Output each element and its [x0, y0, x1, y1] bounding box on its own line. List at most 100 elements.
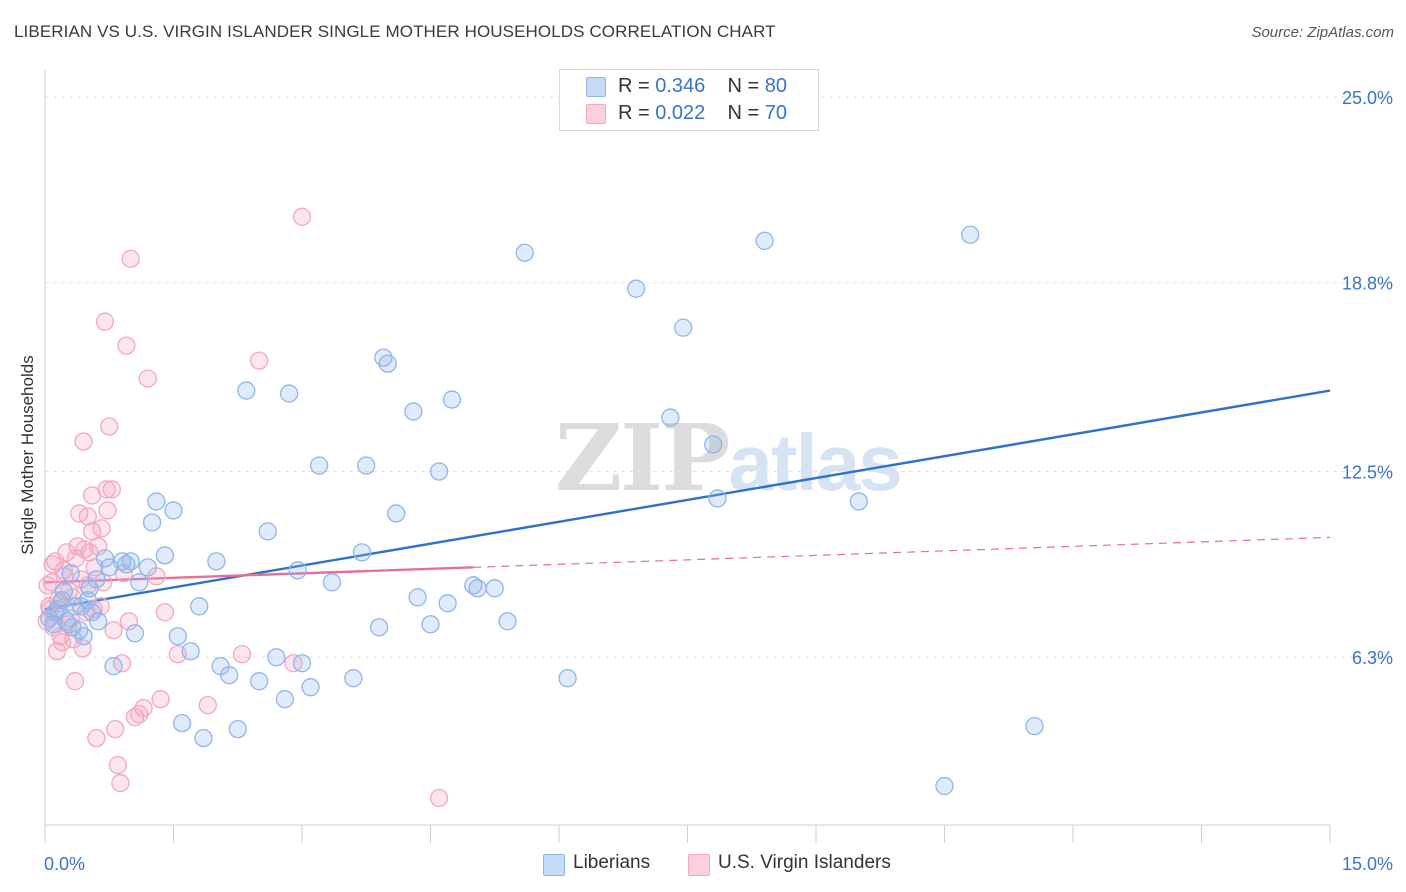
virgin-islander-point	[102, 480, 121, 499]
liberian-point	[54, 582, 73, 601]
y-axis-title: Single Mother Households	[18, 355, 37, 555]
virgin-islander-trend-extension	[473, 536, 1331, 568]
liberian-point	[674, 318, 693, 337]
virgin-islander-point	[87, 728, 106, 748]
liberian-point	[228, 719, 247, 739]
liberian-point	[558, 669, 577, 688]
liberian-point	[125, 624, 145, 643]
bottom-legend-label: U.S. Virgin Islanders	[718, 852, 891, 873]
x-tick-label-min: 0.0%	[44, 854, 85, 874]
y-tick-label: 6.3%	[1352, 648, 1393, 668]
bottom-legend-swatch-virgin-islanders	[688, 854, 710, 876]
liberian-point	[661, 408, 680, 427]
legend-n-label: N =	[727, 102, 765, 124]
legend-swatch-liberians	[586, 77, 606, 97]
liberian-point	[708, 489, 727, 508]
legend-n-value: 80	[764, 75, 788, 97]
liberian-point	[288, 561, 307, 580]
liberian-point	[1025, 716, 1044, 736]
liberian-point	[168, 627, 187, 646]
liberian-point	[46, 603, 65, 622]
liberian-point	[279, 384, 299, 403]
liberian-point	[485, 579, 504, 598]
y-tick-label: 18.8%	[1342, 274, 1393, 294]
liberian-point	[194, 728, 213, 748]
virgin-islander-point	[134, 699, 153, 718]
liberian-point	[935, 776, 954, 796]
liberian-point	[117, 555, 136, 574]
liberian-point	[357, 456, 376, 475]
data-points	[37, 207, 1044, 808]
liberian-point	[104, 657, 123, 676]
virgin-islander-point	[198, 696, 217, 715]
liberian-point	[147, 492, 166, 511]
trend-lines	[44, 389, 1331, 611]
virgin-islander-point	[65, 672, 85, 691]
legend-swatch-virgin-islanders	[586, 104, 606, 124]
liberian-point	[468, 579, 487, 598]
virgin-islander-point	[104, 621, 123, 640]
liberian-point	[155, 546, 175, 565]
virgin-islander-point	[292, 207, 312, 226]
virgin-islander-point	[117, 336, 136, 355]
virgin-islander-trend-line	[44, 566, 474, 584]
virgin-islander-point	[100, 417, 119, 436]
liberian-point	[207, 552, 226, 571]
liberian-point	[181, 642, 200, 661]
liberian-point	[498, 612, 517, 631]
liberian-point	[80, 579, 99, 598]
bottom-legend-swatch-liberians	[543, 854, 565, 876]
virgin-islander-point	[108, 755, 127, 775]
liberian-point	[138, 558, 157, 577]
liberian-point	[626, 279, 646, 298]
liberian-point	[142, 513, 162, 532]
virgin-islander-point	[38, 576, 57, 595]
virgin-islander-point	[95, 312, 115, 331]
virgin-islander-point	[111, 773, 130, 793]
y-tick-labels: 6.3% 12.5% 18.8% 25.0%	[1342, 88, 1393, 668]
virgin-islander-point	[98, 501, 117, 520]
liberian-point	[292, 654, 312, 673]
liberian-point	[429, 462, 449, 481]
liberian-point	[378, 354, 397, 373]
source-label: Source: ZipAtlas.com	[1251, 24, 1394, 41]
liberian-point	[344, 669, 363, 688]
liberian-point	[442, 390, 462, 409]
y-tick-label: 25.0%	[1342, 88, 1393, 108]
virgin-islander-point	[82, 486, 102, 505]
liberian-point	[387, 504, 406, 523]
liberian-point	[267, 648, 286, 667]
liberian-point	[63, 618, 82, 637]
virgin-islander-point	[43, 555, 62, 574]
virgin-islander-point	[232, 645, 252, 664]
liberian-point	[352, 543, 372, 562]
x-tick-label-max: 15.0%	[1342, 854, 1393, 874]
liberian-point	[421, 615, 440, 634]
liberian-point	[164, 501, 183, 520]
liberian-point	[515, 243, 534, 262]
liberian-point	[258, 522, 277, 541]
liberian-point	[404, 402, 423, 421]
liberian-point	[309, 456, 329, 475]
liberian-point	[130, 573, 149, 592]
legend-r-label: R =	[618, 102, 656, 124]
virgin-islander-point	[151, 690, 170, 709]
liberian-point	[408, 588, 427, 607]
legend-n-label: N =	[727, 75, 765, 97]
liberian-point	[172, 713, 192, 733]
liberian-point	[704, 435, 723, 454]
liberian-point	[61, 564, 80, 583]
virgin-islander-point	[75, 540, 94, 559]
x-tick-labels: 0.0% 15.0%	[44, 854, 1393, 874]
virgin-islander-point	[47, 642, 67, 661]
virgin-islander-point	[57, 543, 76, 562]
virgin-islander-point	[121, 249, 140, 268]
virgin-islander-point	[78, 507, 97, 526]
liberian-point	[88, 612, 108, 631]
chart-title: LIBERIAN VS U.S. VIRGIN ISLANDER SINGLE …	[14, 22, 776, 41]
bottom-legend-label: Liberians	[573, 852, 651, 873]
virgin-islander-point	[155, 603, 175, 622]
legend-n-value: 70	[764, 102, 788, 124]
virgin-islander-point	[250, 351, 269, 370]
